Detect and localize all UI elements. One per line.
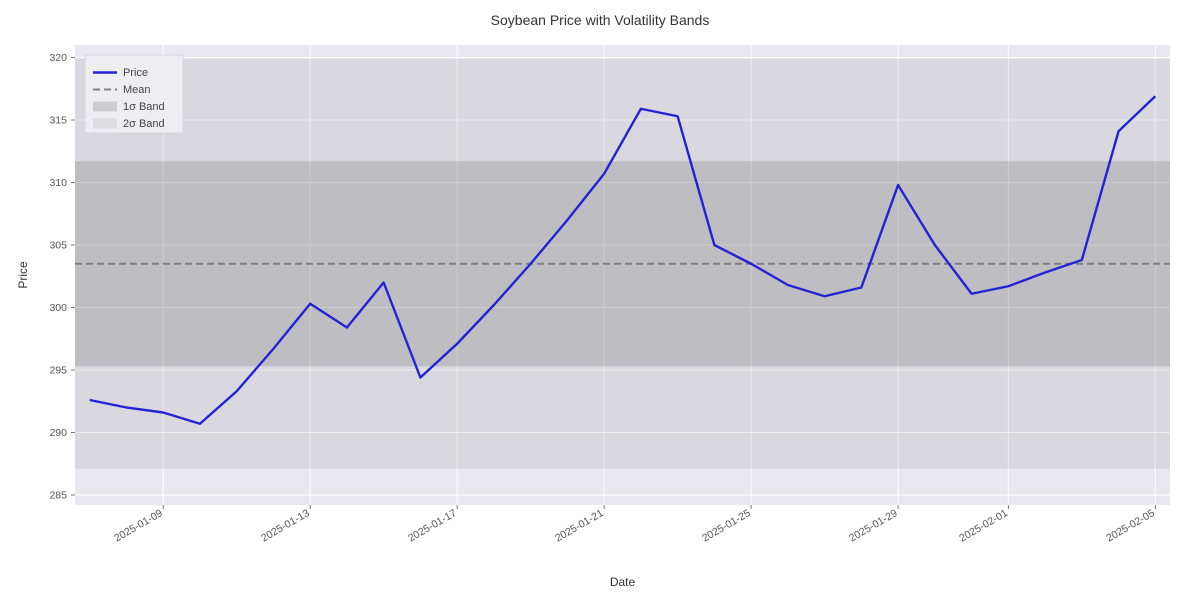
chart-container: Soybean Price with Volatility Bands 2852… [0, 0, 1200, 600]
xtick-label: 2025-01-29 [847, 507, 900, 544]
chart-title: Soybean Price with Volatility Bands [0, 12, 1200, 28]
ytick-label: 300 [49, 302, 67, 314]
ytick-label: 285 [49, 490, 67, 502]
ytick-label: 295 [49, 365, 67, 377]
ytick-label: 315 [49, 115, 67, 127]
xtick-label: 2025-01-13 [259, 507, 312, 544]
xtick-label: 2025-02-01 [957, 507, 1010, 544]
legend-item-mean-label: Mean [123, 84, 151, 96]
legend-item-2sigma-label: 2σ Band [123, 118, 165, 130]
xtick-label: 2025-02-05 [1104, 507, 1157, 544]
ytick-label: 290 [49, 427, 67, 439]
legend-item-1sigma-swatch [93, 102, 117, 112]
ytick-label: 310 [49, 177, 67, 189]
legend-item-price-label: Price [123, 67, 148, 79]
y-axis-label: Price [16, 261, 30, 289]
ytick-label: 320 [49, 52, 67, 64]
xtick-label: 2025-01-17 [406, 507, 459, 544]
xtick-label: 2025-01-25 [700, 507, 753, 544]
x-axis-label: Date [610, 575, 636, 589]
chart-svg: 285 290 295 300 305 310 315 320 2025-01-09 2025-0… [0, 0, 1200, 600]
xtick-label: 2025-01-09 [112, 507, 165, 544]
legend-item-1sigma-label: 1σ Band [123, 101, 165, 113]
xtick-label: 2025-01-21 [553, 507, 606, 544]
ytick-label: 305 [49, 240, 67, 252]
legend-item-2sigma-swatch [93, 119, 117, 129]
